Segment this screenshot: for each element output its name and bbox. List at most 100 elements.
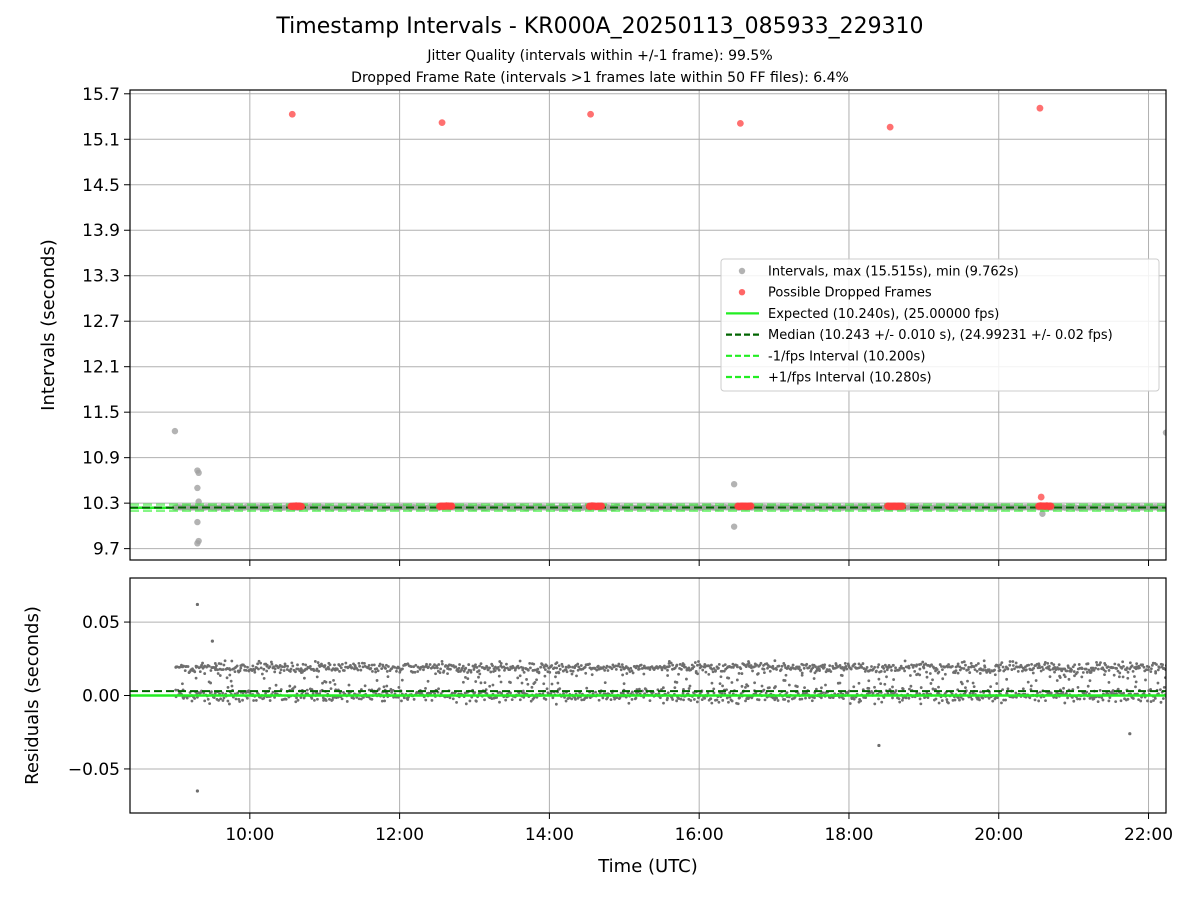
residual-point <box>603 668 607 672</box>
residual-point <box>746 684 750 688</box>
residual-point <box>667 662 671 665</box>
residual-point <box>543 668 547 672</box>
residual-point <box>473 691 477 694</box>
residual-point <box>226 699 230 703</box>
residual-point <box>975 669 979 673</box>
residual-point <box>268 687 272 690</box>
residual-point <box>619 691 623 695</box>
residual-point <box>1004 698 1008 702</box>
residual-point <box>518 698 522 702</box>
residual-point <box>697 660 700 663</box>
residual-point <box>1054 668 1058 671</box>
residual-point <box>824 683 827 687</box>
residual-point <box>308 664 312 668</box>
y-tick-label: 13.3 <box>82 267 120 287</box>
residual-point <box>873 702 877 706</box>
y-tick-label: 12.1 <box>82 358 120 378</box>
residual-point <box>979 690 982 694</box>
residual-point <box>890 669 893 672</box>
x-tick-label: 20:00 <box>974 825 1023 845</box>
residual-point <box>585 686 589 690</box>
residual-point <box>429 691 433 695</box>
residual-point <box>1117 675 1121 679</box>
residual-point <box>1043 661 1047 664</box>
residual-point <box>571 665 574 669</box>
residual-point <box>1158 666 1161 669</box>
residual-point <box>458 663 461 666</box>
x-axis-label: Time (UTC) <box>597 856 698 877</box>
residual-point <box>915 663 919 667</box>
residual-point <box>875 669 878 673</box>
residual-point <box>773 659 777 663</box>
residual-point <box>1013 667 1016 671</box>
residual-point <box>435 666 439 670</box>
residual-point <box>1038 666 1042 670</box>
residual-point <box>996 696 999 700</box>
residual-point <box>509 691 512 695</box>
residual-point <box>382 685 386 689</box>
residual-point <box>1131 697 1135 700</box>
residual-point <box>841 666 844 669</box>
residual-point <box>331 667 335 671</box>
residual-point <box>879 682 883 686</box>
residual-point <box>376 669 380 673</box>
residual-point <box>730 681 734 684</box>
residual-point <box>817 665 820 669</box>
residual-point <box>253 670 257 674</box>
residual-point <box>810 699 814 703</box>
residual-point <box>562 692 565 695</box>
residual-point <box>526 682 530 686</box>
residual-point <box>704 670 708 674</box>
residual-point <box>880 700 884 704</box>
residual-point <box>625 672 629 675</box>
residual-point <box>1149 700 1153 703</box>
residual-point <box>488 666 491 670</box>
residual-point <box>1036 691 1039 695</box>
residual-point <box>947 663 950 666</box>
residual-point <box>720 669 724 673</box>
residual-point <box>271 690 275 694</box>
residual-point <box>444 664 448 667</box>
residual-point <box>1116 687 1120 691</box>
residual-point <box>834 663 838 667</box>
residual-point <box>338 664 342 668</box>
residual-point <box>219 662 223 666</box>
residual-point <box>568 665 572 669</box>
residual-point <box>1137 698 1140 702</box>
residual-point <box>783 679 787 682</box>
residual-point <box>609 698 613 702</box>
residual-point <box>216 672 220 675</box>
residual-point <box>590 673 594 677</box>
residual-point <box>953 698 957 702</box>
residual-point <box>344 661 348 665</box>
residual-point <box>768 686 771 690</box>
residual-point <box>260 672 264 676</box>
residual-point <box>411 670 415 674</box>
residual-point <box>544 698 548 701</box>
residual-point <box>997 666 1001 669</box>
residual-point <box>217 698 221 702</box>
residual-point <box>1000 701 1003 705</box>
residual-point <box>230 684 234 688</box>
residual-point <box>474 663 477 667</box>
residual-point <box>668 664 671 668</box>
residual-point <box>913 669 917 673</box>
residual-point <box>842 697 845 701</box>
residual-point <box>1019 663 1023 667</box>
residual-point <box>331 698 334 702</box>
residual-point <box>1114 700 1118 704</box>
residual-point <box>333 682 337 686</box>
residual-point <box>449 667 452 671</box>
residual-point <box>660 668 664 672</box>
residual-point <box>560 662 564 666</box>
residual-point <box>174 688 178 692</box>
residual-point <box>706 691 710 695</box>
residual-point <box>216 668 220 672</box>
residual-point <box>588 662 591 666</box>
residual-point <box>800 671 804 675</box>
residual-point <box>257 659 261 663</box>
residual-point <box>1031 671 1035 675</box>
residual-point <box>925 675 929 679</box>
residual-point <box>666 668 669 672</box>
residual-point <box>902 666 906 670</box>
